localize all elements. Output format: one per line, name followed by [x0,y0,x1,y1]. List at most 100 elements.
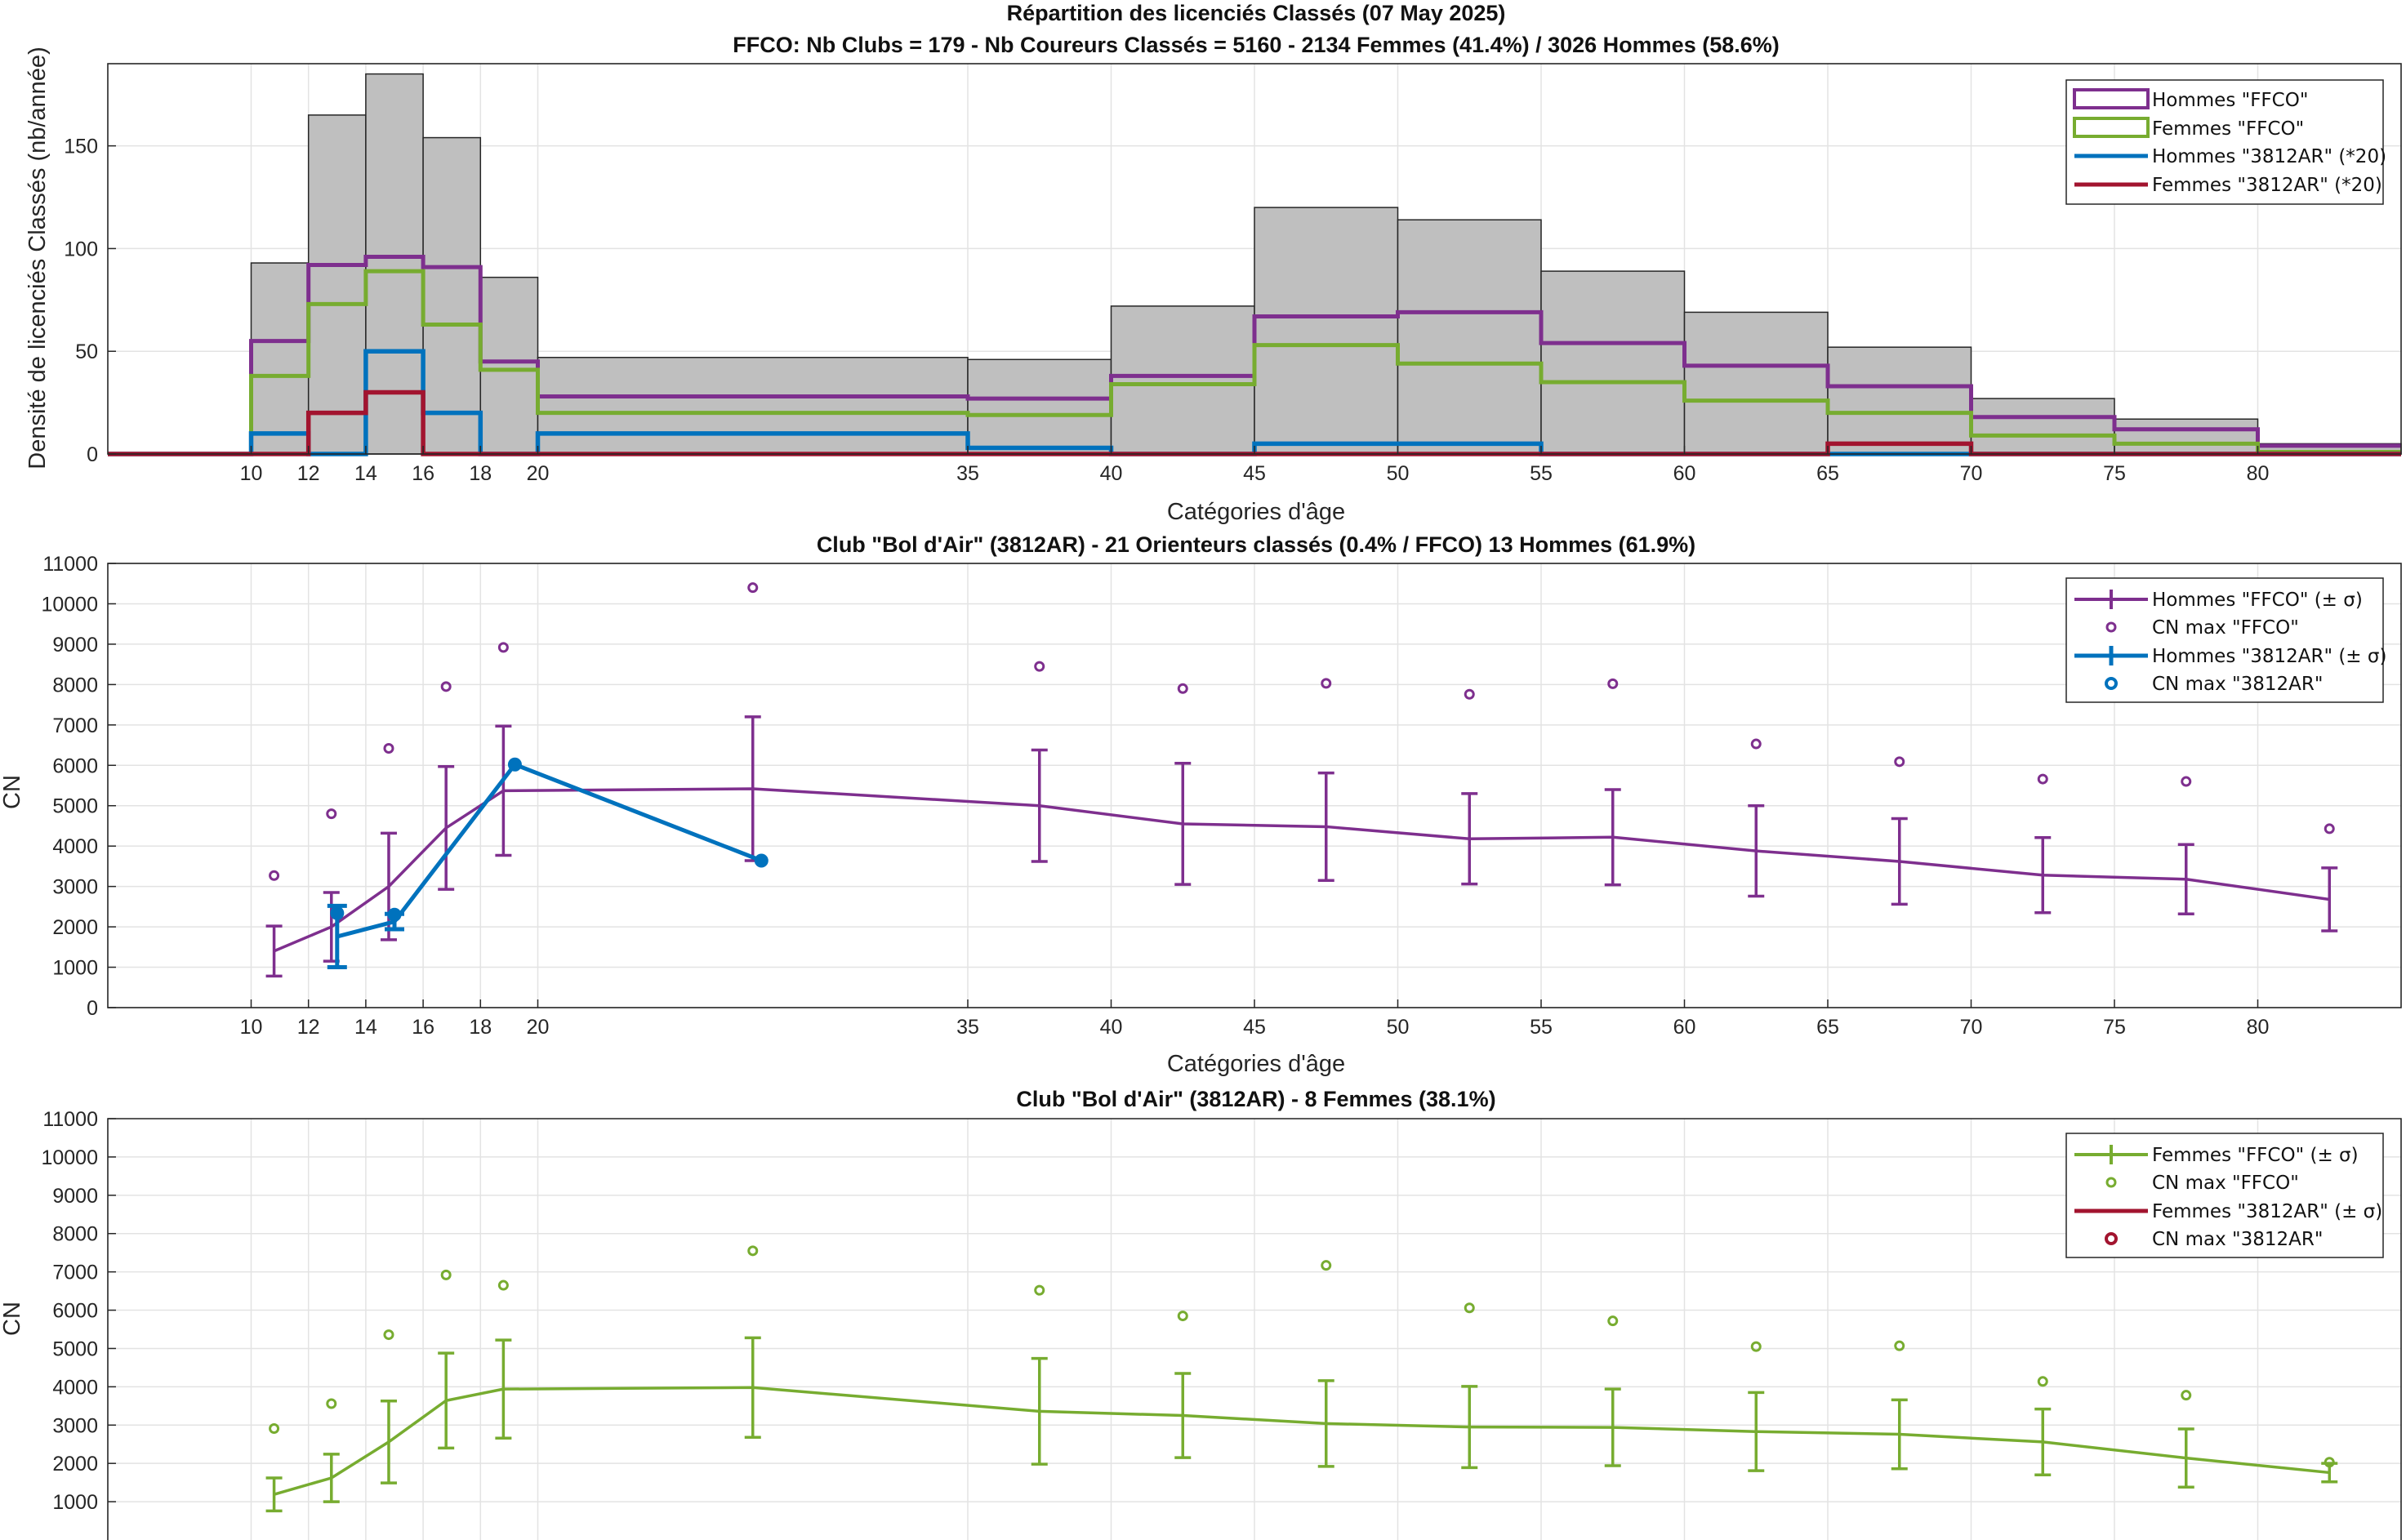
cn-max-marker [2324,1457,2335,1468]
hommes-panel-x-label: Catégories d'âge [1167,1051,1345,1077]
error-bar [1604,788,1621,887]
histogram-title: Répartition des licenciés Classés (07 Ma… [1007,1,1506,25]
legend-hommes-ffco-label: Hommes "FFCO" [2152,90,2308,111]
femmes-panel-y-ticks: 1000 2000 3000 4000 5000 6000 7000 8000 9000 1000… [41,1108,116,1514]
x-tick-label: 50 [1387,462,1410,485]
y-tick-label: 1000 [52,1491,98,1514]
histogram-bar [967,358,1112,455]
error-bar [1891,817,1908,906]
hommes-panel-x-ticks: 10 12 14 16 18 20 35 40 45 50 55 60 65 70 75 80 [240,999,2269,1039]
x-tick-label: 50 [1387,1016,1410,1039]
series-line [274,1386,2330,1496]
histogram-bar [1970,398,2115,455]
cn-max-marker [440,1269,452,1280]
error-bar [2177,1427,2194,1489]
cn-max-marker [326,1398,337,1409]
legend-hommes-club-errorbar-label: Hommes "3812AR" (± σ) [2152,646,2386,667]
series-line [336,762,763,939]
cn-max-marker [387,907,402,922]
y-tick-label: 0 [87,443,98,466]
cn-max-marker [1177,683,1188,694]
y-tick-label: 8000 [52,674,98,697]
histogram-series-line [108,269,2401,456]
histogram-bar [1683,311,1829,455]
cn-max-marker [497,1280,509,1291]
histogram-bar [1540,270,1686,455]
error-bar [495,724,512,857]
cn-max-marker [497,642,509,653]
error-bar [1174,762,1192,886]
legend-hommes-ffco-swatch [2073,88,2150,109]
x-tick-label: 16 [412,462,434,485]
hommes-panel-series [265,582,2338,978]
legend-femmes-club-label: Femmes "3812AR" (*20) [2152,175,2382,196]
histogram-bars [250,73,2402,455]
y-tick-label: 5000 [52,795,98,818]
x-tick-label: 14 [354,462,377,485]
error-bar [495,1338,512,1440]
x-tick-label: 60 [1673,462,1696,485]
y-tick-label: 3000 [52,876,98,899]
histogram-x-label: Catégories d'âge [1167,499,1345,525]
cn-max-marker [2181,776,2192,787]
cn-max-marker [1607,678,1619,689]
legend-femmes-ffco-label: Femmes "FFCO" [2152,118,2304,140]
cn-max-marker [1464,688,1475,700]
cn-max-marker [2037,773,2048,785]
error-bar [438,765,455,891]
y-tick-label: 7000 [52,1262,98,1284]
series-line [273,787,2330,953]
cn-max-marker [269,870,280,881]
x-tick-label: 45 [1243,462,1266,485]
error-bar [1461,1385,1478,1470]
x-tick-label: 55 [1530,462,1553,485]
y-tick-label: 10000 [41,1146,98,1169]
femmes-panel-axes [107,1118,2402,1540]
histogram-bar [2114,418,2259,455]
y-tick-label: 9000 [52,1185,98,1208]
histogram-bar [1827,346,1972,455]
hommes-panel-title: Club "Bol d'Air" (3812AR) - 21 Orienteur… [817,532,1695,557]
cn-max-marker [754,853,769,868]
y-tick-label: 8000 [52,1223,98,1246]
x-tick-label: 10 [240,1016,263,1039]
x-tick-label: 35 [956,1016,979,1039]
x-tick-label: 12 [297,462,320,485]
cn-max-marker [1464,1302,1475,1314]
y-tick-label: 4000 [52,835,98,858]
x-tick-label: 35 [956,462,979,485]
cn-max-marker [507,757,522,772]
histogram-series-line [108,254,2401,456]
y-tick-label: 1000 [52,957,98,980]
cn-max-marker [2324,823,2335,835]
x-tick-label: 80 [2247,462,2270,485]
error-bar [1604,1387,1621,1467]
y-tick-label: 5000 [52,1337,98,1360]
cn-max-marker [383,743,394,754]
histogram-legend: Hommes "FFCO" Femmes "FFCO" Hommes "3812… [2065,79,2386,205]
x-tick-label: 55 [1530,1016,1553,1039]
x-tick-label: 18 [469,462,492,485]
error-bar [265,924,283,978]
error-bar [2034,836,2052,915]
cn-max-marker [1894,756,1905,768]
histogram-bar [479,276,539,455]
x-tick-label: 10 [240,462,263,485]
error-bar [1748,1391,1765,1472]
x-tick-label: 12 [297,1016,320,1039]
y-tick-label: 2000 [52,1453,98,1475]
legend-hommes-club-label: Hommes "3812AR" (*20) [2152,146,2386,167]
error-bar [2321,866,2338,932]
error-bar [2177,843,2194,916]
y-tick-label: 6000 [52,1300,98,1323]
x-tick-label: 65 [1816,462,1839,485]
y-tick-label: 9000 [52,634,98,657]
histogram-bar [365,73,424,455]
hommes-panel-legend: Hommes "FFCO" (± σ) CN max "FFCO" Hommes… [2065,577,2386,703]
y-tick-label: 4000 [52,1376,98,1399]
y-tick-label: 10000 [41,593,98,616]
error-bar [1174,1372,1192,1459]
histogram-x-ticks: 10 12 14 16 18 20 35 40 45 50 55 60 65 70 75 80 [240,446,2270,485]
histogram-y-label: Densité de licenciés Classés (nb/année) [25,47,51,469]
